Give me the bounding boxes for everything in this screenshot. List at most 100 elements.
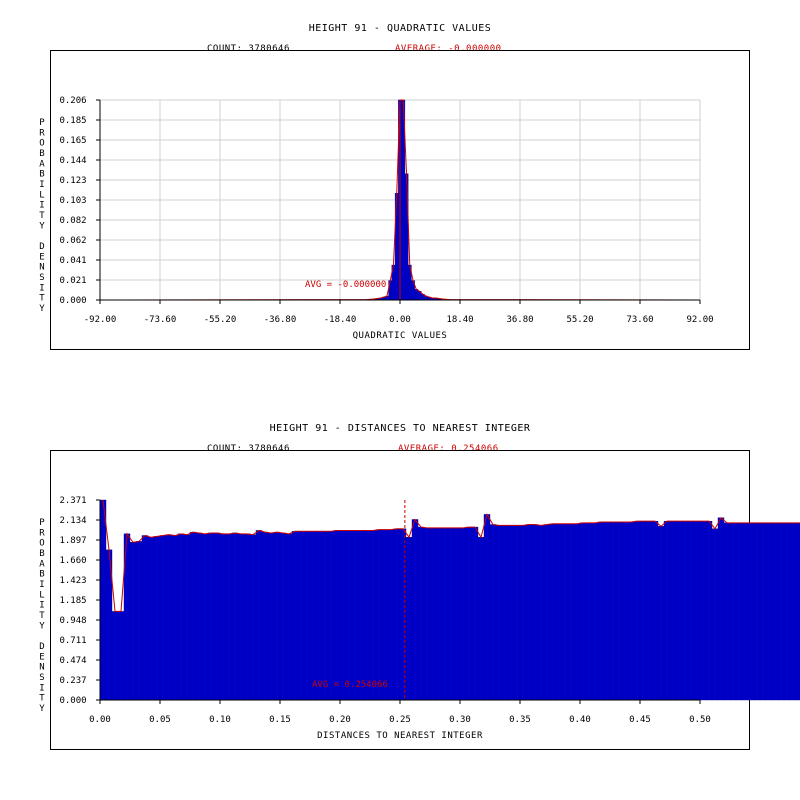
histogram-bar xyxy=(435,527,443,701)
histogram-bar xyxy=(717,517,725,701)
histogram-bar xyxy=(414,289,419,301)
y-tick-label: 0.000 xyxy=(59,296,86,306)
x-tick-label: -36.80 xyxy=(264,315,297,325)
y-axis-label-letter: A xyxy=(39,159,45,169)
y-axis-label-letter: R xyxy=(39,128,45,138)
chart-quadratic-values: -92.00 -73.60 -55.20 -36.80 -18.40 0.00 18.40 3… xyxy=(39,96,713,341)
histogram-bar xyxy=(141,535,149,701)
x-tick-label: 0.45 xyxy=(629,715,651,725)
y-axis-label-letter: D xyxy=(39,242,44,252)
histogram-bar xyxy=(627,521,635,701)
histogram-bar xyxy=(315,531,323,701)
histogram-bar xyxy=(231,532,239,701)
histogram-bar xyxy=(285,533,293,701)
average-label-1: AVERAGE: -0.000000 xyxy=(395,44,502,54)
histogram-bar xyxy=(705,520,713,701)
histogram-bar xyxy=(267,532,275,701)
histogram-bar xyxy=(249,534,257,701)
histogram-bar xyxy=(369,530,377,701)
count-label-2: COUNT: 3780646 xyxy=(207,444,290,454)
histogram-bar xyxy=(525,524,533,701)
histogram-bar xyxy=(381,529,389,701)
x-axis-label: QUADRATIC VALUES xyxy=(353,331,448,341)
chart-distances-to-nearest-integer: 0.00 0.05 0.10 0.15 0.20 0.25 0.30 0.35 0.40 0.45… xyxy=(39,496,800,741)
x-tick-label: 0.50 xyxy=(689,715,711,725)
histogram-bar xyxy=(687,520,695,701)
histogram-bar xyxy=(171,535,179,701)
histogram-bar xyxy=(291,531,299,701)
histogram-bar xyxy=(399,528,407,701)
histogram-bar xyxy=(339,530,347,701)
y-axis-label-letter: I xyxy=(39,201,44,211)
histogram-bar xyxy=(639,520,647,701)
histogram-bar xyxy=(561,523,569,701)
y-axis-label-letter: E xyxy=(39,252,44,262)
y-tick-label: 0.711 xyxy=(59,636,86,646)
histogram-bar xyxy=(537,525,545,701)
histogram-bar xyxy=(693,520,701,701)
x-tick-label: 36.80 xyxy=(506,315,533,325)
histogram-bar xyxy=(357,530,365,701)
histogram-bar xyxy=(429,527,437,701)
histogram-bar xyxy=(579,522,587,701)
x-tick-label: 73.60 xyxy=(626,315,653,325)
y-tick-label: 0.082 xyxy=(59,216,86,226)
histogram-bar xyxy=(657,526,665,701)
histogram-bar xyxy=(615,521,623,701)
histogram-bar xyxy=(213,532,221,701)
y-axis-label-letter: Y xyxy=(39,304,45,314)
y-axis-label-letter: P xyxy=(39,518,45,528)
histogram-bar xyxy=(261,531,269,701)
histogram-bar xyxy=(729,522,737,701)
y-tick-label: 0.103 xyxy=(59,196,86,206)
density-curve xyxy=(102,499,800,612)
histogram-bar xyxy=(483,514,491,701)
histogram-bar xyxy=(465,526,473,701)
histogram-bar xyxy=(711,528,719,701)
y-axis-label-letter: P xyxy=(39,118,45,128)
histogram-bar xyxy=(633,520,641,701)
y-axis-label-letter: S xyxy=(39,273,44,283)
histogram-bar xyxy=(441,527,449,701)
histogram-bar xyxy=(573,523,581,701)
y-tick-label: 1.423 xyxy=(59,576,86,586)
x-tick-label: 92.00 xyxy=(686,315,713,325)
avg-annotation: AVG = -0.000000 xyxy=(305,280,386,290)
histogram-bar xyxy=(201,533,209,701)
histogram-bar xyxy=(243,533,251,701)
x-tick-label: 0.05 xyxy=(149,715,171,725)
y-tick-label: 1.185 xyxy=(59,596,86,606)
histogram-bar xyxy=(771,522,779,701)
histogram-bar xyxy=(549,523,557,701)
x-tick-label: -92.00 xyxy=(84,315,117,325)
average-label-2: AVERAGE: 0.254066 xyxy=(398,444,499,454)
y-axis-label-letter: L xyxy=(39,590,44,600)
y-axis-label-letter: L xyxy=(39,190,44,200)
histogram-bar xyxy=(735,522,743,701)
histogram-bar xyxy=(555,523,563,701)
histogram-bar xyxy=(237,533,245,701)
histogram-bar xyxy=(183,534,191,701)
y-axis-label-letter: I xyxy=(39,180,44,190)
histogram-bar xyxy=(189,531,197,701)
histogram-bar xyxy=(459,527,467,701)
histogram-bar xyxy=(789,522,797,701)
y-axis-label-letter: B xyxy=(39,170,44,180)
histogram-bar xyxy=(279,532,287,701)
histogram-bar xyxy=(567,523,575,701)
histogram-bar xyxy=(447,527,455,701)
histogram-bar xyxy=(273,531,281,701)
y-axis-label-letter: N xyxy=(39,663,44,673)
chart-panel-quadratic-values xyxy=(50,50,750,350)
histogram-bar xyxy=(543,524,551,701)
histogram-bar xyxy=(159,535,167,701)
y-axis-label-letter: E xyxy=(39,652,44,662)
y-axis-label-letter: A xyxy=(39,559,45,569)
x-tick-label: 0.00 xyxy=(89,715,111,725)
histogram-bar xyxy=(165,534,173,701)
histogram-bar xyxy=(759,522,767,701)
histogram-bar xyxy=(645,520,653,701)
histogram-bar xyxy=(129,542,137,701)
y-tick-label: 1.660 xyxy=(59,556,86,566)
y-tick-label: 1.897 xyxy=(59,536,86,546)
